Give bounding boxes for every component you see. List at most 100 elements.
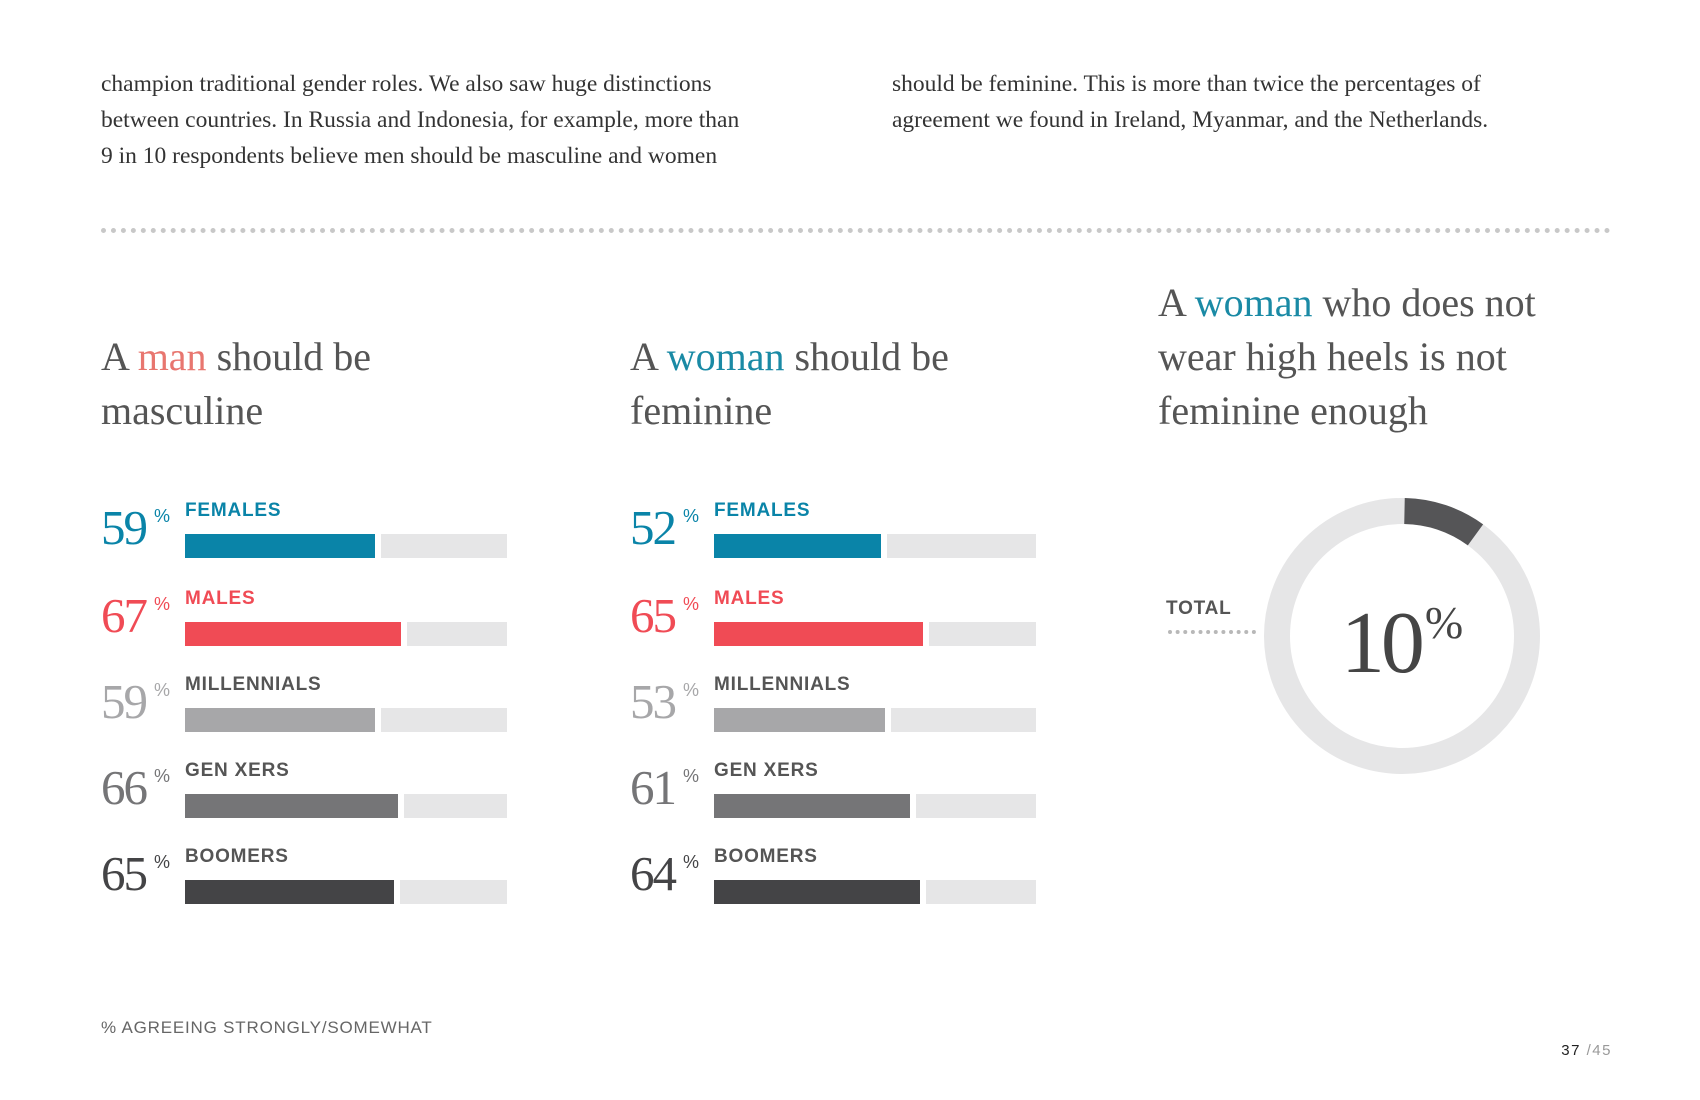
bar-value-unit: %: [683, 594, 700, 614]
bar-track: [714, 534, 1036, 558]
bar: [185, 534, 375, 558]
chart-title-man-masculine: A man should be masculine: [101, 330, 541, 438]
bar-value-label: 66: [101, 760, 148, 815]
intro-line: champion traditional gender roles. We al…: [101, 71, 712, 97]
total-dotted-leader: [1168, 630, 1256, 634]
bar: [185, 708, 375, 732]
bar-value-label: 59: [101, 500, 148, 555]
bar-value-label: 65: [101, 846, 148, 901]
donut-value: 10%: [1262, 578, 1542, 689]
bar-value-unit: %: [154, 594, 171, 614]
bar: [714, 880, 920, 904]
bar-gap: [375, 534, 381, 558]
bar-value-unit: %: [683, 852, 700, 872]
bar-row: 66% GEN XERS: [101, 750, 521, 818]
bar-gap: [920, 880, 926, 904]
bar-value-unit: %: [154, 506, 171, 526]
title-highlight-man: man: [137, 334, 207, 379]
page-total: /45: [1586, 1042, 1612, 1059]
bar-gap: [375, 708, 381, 732]
bar: [714, 794, 910, 818]
bar: [185, 622, 401, 646]
bar: [714, 534, 881, 558]
title-post: who does not wear high heels is not femi…: [1158, 280, 1536, 433]
intro-line: agreement we found in Ireland, Myanmar, …: [892, 107, 1489, 133]
dotted-divider: [101, 228, 1611, 233]
bar-row: 59% MILLENNIALS: [101, 664, 521, 732]
footnote: % AGREEING STRONGLY/SOMEWHAT: [101, 1018, 433, 1037]
bar-category-label: FEMALES: [185, 500, 282, 521]
bar: [185, 880, 394, 904]
bar-value-unit: %: [683, 506, 700, 526]
bar-row: 52% FEMALES: [630, 490, 1050, 558]
page-number: 37 /45: [1561, 1042, 1612, 1059]
donut-value-number: 10: [1340, 595, 1425, 692]
donut-value-unit: %: [1424, 597, 1464, 648]
bar-gap: [923, 622, 929, 646]
bar-track: [714, 622, 1036, 646]
donut-track: [1264, 498, 1540, 774]
bar: [714, 622, 923, 646]
title-highlight-woman: woman: [1194, 280, 1313, 325]
bar-track: [185, 622, 507, 646]
intro-line: 9 in 10 respondents believe men should b…: [101, 143, 718, 169]
bar-value-unit: %: [154, 680, 171, 700]
bar-track: [714, 794, 1036, 818]
bar-value-unit: %: [683, 766, 700, 786]
bar-value-label: 67: [101, 588, 148, 643]
title-pre: A: [101, 334, 138, 379]
bar-value-label: 61: [630, 760, 677, 815]
chart-title-high-heels: A woman who does not wear high heels is …: [1158, 276, 1618, 438]
bar-row: 61% GEN XERS: [630, 750, 1050, 818]
bar-value-label: 64: [630, 846, 677, 901]
bar-row: 67% MALES: [101, 578, 521, 646]
bar-category-label: MILLENNIALS: [714, 674, 851, 695]
donut-slice: [1403, 498, 1484, 546]
bar: [185, 794, 398, 818]
bar-row: 59% FEMALES: [101, 490, 521, 558]
title-post: should be masculine: [101, 334, 371, 433]
bar-category-label: FEMALES: [714, 500, 811, 521]
donut-chart: [1264, 498, 1540, 774]
bar-category-label: BOOMERS: [185, 846, 289, 867]
bar-row: 64% BOOMERS: [630, 836, 1050, 904]
title-pre: A: [1158, 280, 1195, 325]
title-highlight-woman: woman: [666, 334, 785, 379]
bar-track: [185, 794, 507, 818]
bar-value-unit: %: [683, 680, 700, 700]
bar-row: 65% MALES: [630, 578, 1050, 646]
bar-track: [714, 708, 1036, 732]
bar-value-label: 59: [101, 674, 148, 729]
chart-title-woman-feminine: A woman should be feminine: [630, 330, 1070, 438]
total-label: TOTAL: [1166, 598, 1232, 619]
bar-gap: [885, 708, 891, 732]
page-current: 37: [1561, 1042, 1581, 1059]
bar-track: [185, 708, 507, 732]
bar-value-unit: %: [154, 766, 171, 786]
bar-track: [185, 880, 507, 904]
bar-category-label: GEN XERS: [714, 760, 819, 781]
bar-category-label: MILLENNIALS: [185, 674, 322, 695]
intro-text-left: champion traditional gender roles. We al…: [101, 66, 801, 174]
bar-track: [714, 880, 1036, 904]
bar: [714, 708, 885, 732]
bar-gap: [910, 794, 916, 818]
bar-row: 53% MILLENNIALS: [630, 664, 1050, 732]
bar-category-label: GEN XERS: [185, 760, 290, 781]
intro-line: should be feminine. This is more than tw…: [892, 71, 1481, 97]
bar-category-label: MALES: [714, 588, 785, 609]
bar-gap: [398, 794, 404, 818]
bar-value-label: 52: [630, 500, 677, 555]
bar-row: 65% BOOMERS: [101, 836, 521, 904]
intro-text-right: should be feminine. This is more than tw…: [892, 66, 1592, 138]
bar-gap: [401, 622, 407, 646]
title-pre: A: [630, 334, 667, 379]
bar-value-label: 65: [630, 588, 677, 643]
bar-value-unit: %: [154, 852, 171, 872]
bar-track: [185, 534, 507, 558]
intro-line: between countries. In Russia and Indones…: [101, 107, 740, 133]
bar-category-label: BOOMERS: [714, 846, 818, 867]
bar-gap: [394, 880, 400, 904]
bar-gap: [881, 534, 887, 558]
bar-value-label: 53: [630, 674, 677, 729]
